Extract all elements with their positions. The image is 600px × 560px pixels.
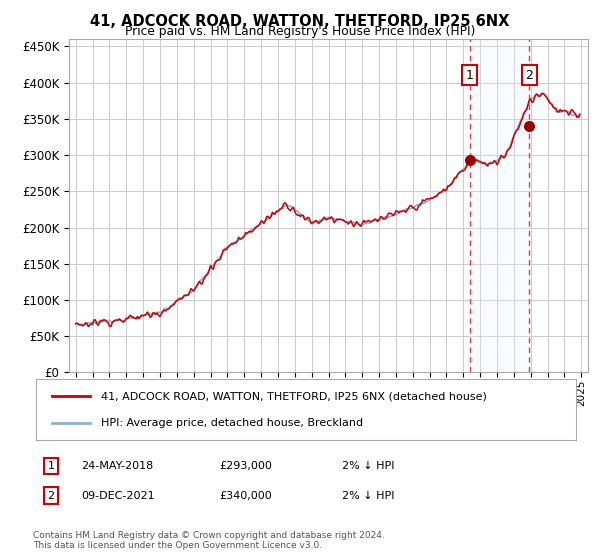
Text: 24-MAY-2018: 24-MAY-2018 — [81, 461, 153, 471]
Text: 2% ↓ HPI: 2% ↓ HPI — [342, 491, 395, 501]
Text: 2: 2 — [526, 69, 533, 82]
Text: 41, ADCOCK ROAD, WATTON, THETFORD, IP25 6NX: 41, ADCOCK ROAD, WATTON, THETFORD, IP25 … — [91, 14, 509, 29]
Text: 09-DEC-2021: 09-DEC-2021 — [81, 491, 155, 501]
Text: Contains HM Land Registry data © Crown copyright and database right 2024.
This d: Contains HM Land Registry data © Crown c… — [33, 531, 385, 550]
Text: £293,000: £293,000 — [219, 461, 272, 471]
Text: 41, ADCOCK ROAD, WATTON, THETFORD, IP25 6NX (detached house): 41, ADCOCK ROAD, WATTON, THETFORD, IP25 … — [101, 391, 487, 401]
Text: 1: 1 — [47, 461, 55, 471]
Text: 2: 2 — [47, 491, 55, 501]
Text: Price paid vs. HM Land Registry's House Price Index (HPI): Price paid vs. HM Land Registry's House … — [125, 25, 475, 38]
Text: 2% ↓ HPI: 2% ↓ HPI — [342, 461, 395, 471]
Bar — [470, 39, 529, 372]
Text: £340,000: £340,000 — [219, 491, 272, 501]
Text: 1: 1 — [466, 69, 473, 82]
Text: HPI: Average price, detached house, Breckland: HPI: Average price, detached house, Brec… — [101, 418, 363, 428]
